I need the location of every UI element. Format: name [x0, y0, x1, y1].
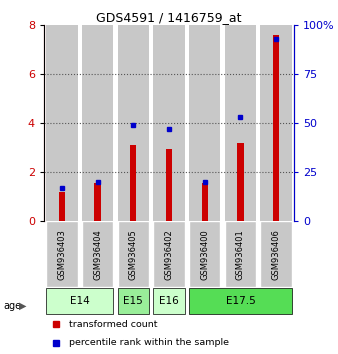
- Bar: [225, 221, 256, 287]
- Text: E14: E14: [70, 296, 90, 306]
- Text: E17.5: E17.5: [225, 296, 255, 306]
- Bar: [46, 25, 77, 221]
- Bar: [201, 183, 208, 221]
- Title: GDS4591 / 1416759_at: GDS4591 / 1416759_at: [96, 11, 242, 24]
- Text: E16: E16: [159, 296, 179, 306]
- Text: GSM936400: GSM936400: [200, 229, 209, 280]
- Bar: [118, 25, 149, 221]
- Bar: [261, 221, 292, 287]
- Bar: [189, 289, 292, 314]
- Bar: [82, 25, 113, 221]
- Text: GSM936406: GSM936406: [272, 229, 281, 280]
- Bar: [153, 289, 185, 314]
- Bar: [166, 149, 172, 221]
- Bar: [261, 25, 292, 221]
- Text: GSM936404: GSM936404: [93, 229, 102, 280]
- Bar: [118, 221, 149, 287]
- Bar: [237, 143, 244, 221]
- Bar: [94, 183, 101, 221]
- Text: GSM936401: GSM936401: [236, 229, 245, 280]
- Bar: [82, 221, 113, 287]
- Text: GSM936405: GSM936405: [129, 229, 138, 280]
- Bar: [130, 145, 137, 221]
- Bar: [225, 25, 256, 221]
- Bar: [46, 289, 113, 314]
- Bar: [153, 25, 185, 221]
- Text: GSM936402: GSM936402: [165, 229, 173, 280]
- Bar: [189, 221, 220, 287]
- Text: GSM936403: GSM936403: [57, 229, 66, 280]
- Text: transformed count: transformed count: [69, 320, 158, 329]
- Text: age: age: [3, 301, 22, 311]
- Bar: [118, 289, 149, 314]
- Text: percentile rank within the sample: percentile rank within the sample: [69, 338, 229, 347]
- Bar: [153, 221, 185, 287]
- Bar: [273, 35, 280, 221]
- Bar: [58, 192, 65, 221]
- Bar: [189, 25, 220, 221]
- Bar: [46, 221, 77, 287]
- Text: E15: E15: [123, 296, 143, 306]
- Text: ▶: ▶: [19, 301, 26, 311]
